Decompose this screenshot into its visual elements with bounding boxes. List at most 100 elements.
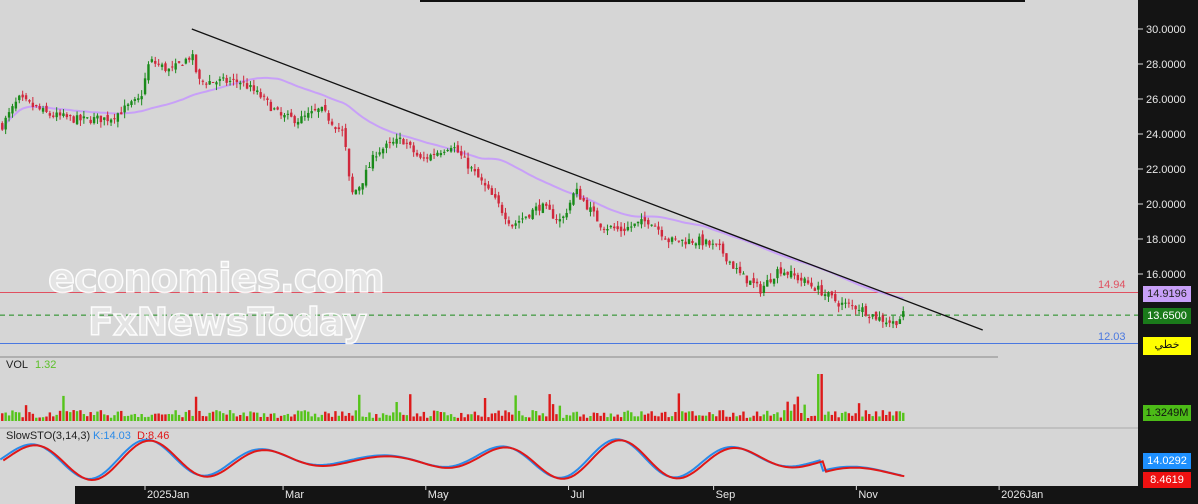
candle-body [164,63,167,71]
time-tick-label: 2026Jan [1001,489,1043,501]
volume-bar [191,415,194,421]
candle-body [409,141,412,145]
line-tool-tag[interactable]: خطي [1143,337,1191,355]
volume-bar [888,411,891,421]
volume-bar [698,415,701,421]
candle-body [351,176,354,193]
candle-body [133,99,137,101]
candle-body [548,204,551,210]
volume-bar [256,412,259,421]
volume-bar [381,413,385,421]
volume-bar [62,395,65,421]
candle-body [245,83,249,89]
time-tick-label: Mar [285,489,304,501]
volume-bar [106,415,109,421]
candle-body [871,314,874,317]
volume-bar [891,415,895,421]
candle-body [38,106,41,110]
candle-body [602,228,606,230]
volume-bar [874,411,878,421]
volume-bar [432,410,436,421]
candle-body [664,238,667,240]
volume-bar [290,416,293,421]
watermark-economies: economies.com [47,255,385,303]
volume-bar [555,414,558,421]
candle-body [596,210,599,222]
candle-body [786,271,789,275]
volume-bar [851,415,854,421]
candle-body [565,212,568,218]
volume-bar [194,396,198,421]
volume-bar [75,411,79,421]
top-scroll-bar[interactable] [420,0,1025,2]
volume-bar [303,410,307,421]
volume-bar [143,417,147,421]
candle-body [545,203,548,206]
candle-body [691,240,694,243]
candle-body [96,115,99,119]
candle-body [793,273,796,276]
candle-body [701,234,704,246]
stochastic-d-line [2,439,905,482]
candle-body [347,148,351,177]
candle-body [514,223,517,226]
volume-bar [293,414,296,421]
candle-body [235,79,239,83]
candle-body [317,108,320,113]
volume-bar [262,413,266,421]
candle-body [453,147,456,149]
volume-bar [653,415,657,421]
volume-bar [524,417,528,421]
volume-bar [745,417,749,421]
candle-body [225,77,228,83]
candle-body [575,188,579,195]
volume-bar [878,416,881,421]
candle-body [762,285,766,294]
candle-body [123,105,126,113]
candle-body [92,117,96,124]
candle-body [412,145,415,153]
volume-bar [847,413,851,421]
candle-body [725,253,728,262]
candle-body [558,219,562,222]
volume-bar [341,411,344,421]
volume-bar [409,394,412,421]
candle-body [684,241,687,245]
candle-body [198,69,201,79]
volume-bar [160,414,164,421]
candle-body [507,220,511,224]
volume-bar [330,416,334,421]
candle-body [456,145,460,153]
volume-bar [443,412,446,421]
candle-body [157,63,160,65]
volume-bar [640,411,643,421]
candle-body [422,157,426,159]
volume-bar [89,412,92,421]
volume-bar [596,413,599,421]
volume-bar [347,413,351,421]
candle-body [194,54,198,73]
candle-body [405,142,409,144]
volume-bar [269,413,273,421]
candle-body [466,157,470,169]
volume-bar [606,417,609,421]
candle-body [800,277,803,281]
volume-bar [55,414,58,421]
volume-bar [147,416,150,421]
volume-bar [681,411,684,421]
candle-body [58,112,62,116]
volume-bar [283,415,286,421]
candle-body [443,151,446,153]
volume-value: 1.32 [35,359,57,371]
volume-bar [810,416,813,421]
candle-body [273,108,276,110]
candle-body [344,128,347,147]
candle-body [167,68,171,72]
volume-bar [895,411,898,421]
candle-body [541,203,545,213]
volume-bar [633,416,636,421]
volume-bar [643,414,647,421]
candle-body [813,288,817,291]
volume-bar [364,416,368,421]
